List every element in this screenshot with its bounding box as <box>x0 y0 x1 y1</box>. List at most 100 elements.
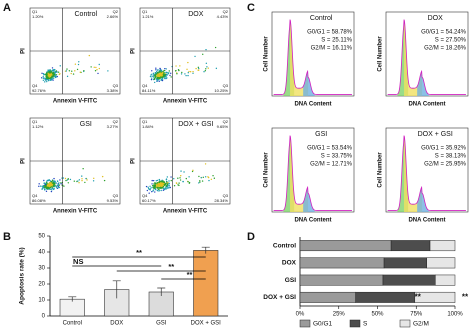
cell-dot <box>208 179 210 182</box>
phase-stat: S = 33.75% <box>321 154 353 160</box>
cell-dot <box>156 80 158 82</box>
cell-dot <box>162 189 165 191</box>
cell-dot <box>167 182 169 184</box>
cell-dot <box>93 66 95 68</box>
cell-dot <box>180 73 183 75</box>
significance-label: ** <box>136 248 142 257</box>
cell-dot <box>205 62 208 65</box>
cell-dot <box>176 182 178 185</box>
cell-dot <box>159 184 162 186</box>
cell-dot <box>53 75 55 77</box>
cell-dot <box>205 48 207 51</box>
cell-dot <box>156 184 158 187</box>
quadrant-name: Q1 <box>32 9 38 14</box>
cell-dot <box>152 189 155 191</box>
cell-dot <box>160 185 163 188</box>
cell-dot <box>50 74 52 76</box>
cell-dot <box>151 186 153 189</box>
cell-dot <box>158 79 160 81</box>
cell-dot <box>161 75 163 77</box>
bar-segment <box>382 274 436 286</box>
cell-dot <box>212 175 214 177</box>
y-axis-label: Cell Number <box>378 36 384 72</box>
cell-dot <box>85 177 87 180</box>
plot-title: Control <box>75 11 98 18</box>
legend-label: G2/M <box>413 321 429 328</box>
bar-segment <box>435 274 456 286</box>
cell-dot <box>44 81 46 83</box>
phase-stat: G2/M = 25.95% <box>424 162 467 168</box>
cell-dot <box>201 180 204 182</box>
cell-dot <box>159 187 162 189</box>
cell-dot <box>161 74 163 76</box>
cell-dot <box>98 63 100 66</box>
cell-dot <box>152 179 155 182</box>
cell-dot <box>163 69 165 72</box>
cell-dot <box>86 179 88 181</box>
x-axis-label: Annexin V-FITC <box>53 209 98 215</box>
cell-dot <box>176 73 178 75</box>
cell-dot <box>154 184 157 187</box>
bar-segment <box>429 240 456 252</box>
cell-dot <box>157 187 159 190</box>
legend-label: G0/G1 <box>313 321 333 328</box>
cell-dot <box>150 187 152 189</box>
cell-dot <box>51 75 53 78</box>
y-axis-label: PI <box>21 158 27 164</box>
cell-dot <box>204 176 207 178</box>
cell-dot <box>47 70 49 72</box>
cell-dot <box>46 181 48 184</box>
cell-dot <box>160 76 162 78</box>
cell-dot <box>54 70 56 73</box>
cell-dot <box>161 184 163 186</box>
cell-dot <box>79 71 81 73</box>
cell-dot <box>170 72 172 75</box>
cell-dot <box>213 177 216 179</box>
histogram-outline <box>273 135 352 211</box>
cell-dot <box>46 78 49 81</box>
phase-stat: S = 27.50% <box>435 38 467 44</box>
cell-dot <box>147 187 150 190</box>
error-bar <box>157 287 166 296</box>
cell-dot <box>69 178 72 181</box>
cell-dot <box>168 182 170 185</box>
legend-swatch <box>299 319 311 328</box>
cell-dot <box>160 70 163 72</box>
cell-dot <box>56 75 58 78</box>
y-axis-label: Cell Number <box>378 152 384 188</box>
cell-dot <box>169 186 171 189</box>
cell-dot <box>185 74 187 77</box>
quadrant-value: 1.84% <box>142 124 154 129</box>
cell-dot <box>164 67 166 70</box>
x-tick-label: 25% <box>333 312 346 318</box>
cell-dot <box>153 78 156 80</box>
quadrant-name: Q2 <box>223 9 229 14</box>
cell-dot <box>173 185 176 187</box>
cell-dot <box>151 70 153 72</box>
cell-dot <box>154 191 156 193</box>
cell-dot <box>165 185 167 188</box>
cell-dot <box>152 76 155 78</box>
y-axis-label: PI <box>21 48 27 54</box>
cell-dot <box>180 170 182 172</box>
cell-dot <box>38 183 40 185</box>
cell-dot <box>66 68 68 70</box>
cell-dot <box>161 79 164 82</box>
quadrant-value: 3.27% <box>107 124 119 129</box>
cell-dot <box>54 182 56 185</box>
cell-dot <box>81 178 83 180</box>
significance-label: ** <box>168 262 174 271</box>
x-tick-label: 0% <box>296 312 305 318</box>
x-tick-label: Control <box>63 321 82 327</box>
quadrant-value: 60.17% <box>142 198 156 203</box>
y-tick-label: 20 <box>38 282 45 288</box>
cell-dot <box>52 77 55 79</box>
cell-dot <box>166 183 168 186</box>
cell-dot <box>43 77 45 79</box>
cell-dot <box>166 71 168 74</box>
cell-dot <box>202 53 204 56</box>
cell-dot <box>48 76 50 78</box>
cell-dot <box>52 182 54 184</box>
significance-label: ** <box>415 292 422 301</box>
cell-dot <box>53 181 56 183</box>
